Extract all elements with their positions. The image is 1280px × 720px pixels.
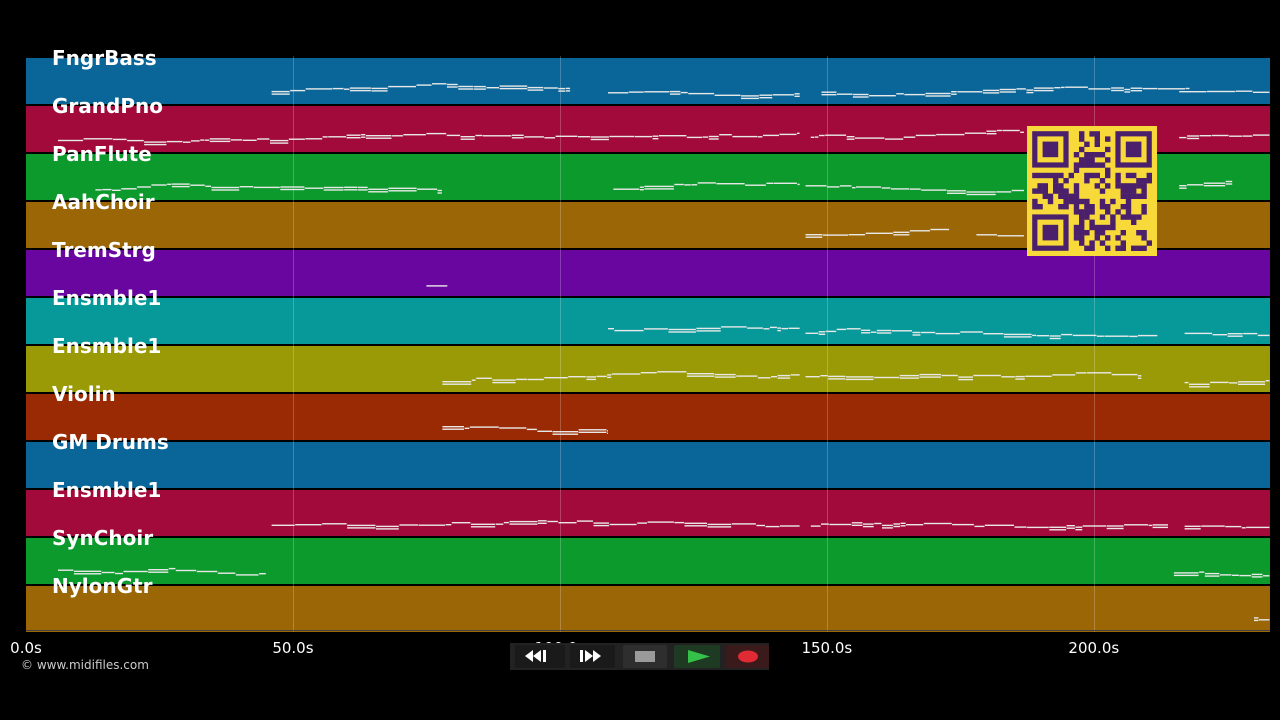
track-label: Ensmble1 xyxy=(52,286,162,310)
gridline xyxy=(826,56,828,632)
track-lane[interactable]: GM Drums xyxy=(26,430,1270,488)
track-lane[interactable]: SynChoir xyxy=(26,526,1270,584)
rewind-button[interactable] xyxy=(515,645,565,668)
track-lane[interactable]: FngrBass xyxy=(26,46,1270,104)
time-tick-label: 0.0s xyxy=(10,639,42,657)
stop-button[interactable] xyxy=(623,645,667,668)
track-lane[interactable]: Ensmble1 xyxy=(26,286,1270,344)
play-icon xyxy=(688,650,710,663)
fast-forward-icon xyxy=(580,650,601,662)
track-label: Ensmble1 xyxy=(52,334,162,358)
gridline xyxy=(1093,56,1095,632)
time-tick-label: 200.0s xyxy=(1068,639,1120,657)
track-label: FngrBass xyxy=(52,46,157,70)
play-button[interactable] xyxy=(674,645,720,668)
qr-code xyxy=(1027,126,1157,256)
time-tick-label: 50.0s xyxy=(272,639,314,657)
track-label: GM Drums xyxy=(52,430,169,454)
track-lane[interactable]: Ensmble1 xyxy=(26,334,1270,392)
track-label: SynChoir xyxy=(52,526,154,550)
qr-code-image xyxy=(1032,131,1152,251)
rewind-icon xyxy=(525,650,546,662)
transport-controls xyxy=(510,643,769,670)
timeline-axis xyxy=(26,630,1270,631)
track-lane[interactable]: Ensmble1 xyxy=(26,478,1270,536)
track-lane[interactable]: Violin xyxy=(26,382,1270,440)
track-label: GrandPno xyxy=(52,94,163,118)
fast-forward-button[interactable] xyxy=(570,645,615,668)
gridline xyxy=(559,56,561,632)
record-button[interactable] xyxy=(726,645,769,668)
gridline xyxy=(292,56,294,632)
copyright-notice: © www.midifiles.com xyxy=(21,658,149,672)
track-lane[interactable]: TremStrg xyxy=(26,238,1270,296)
time-tick-label: 150.0s xyxy=(801,639,853,657)
track-lane[interactable]: NylonGtr xyxy=(26,574,1270,632)
track-label: PanFlute xyxy=(52,142,152,166)
track-label: NylonGtr xyxy=(52,574,153,598)
track-label: Ensmble1 xyxy=(52,478,162,502)
track-label: TremStrg xyxy=(52,238,156,262)
track-label: AahChoir xyxy=(52,190,155,214)
track-label: Violin xyxy=(52,382,116,406)
stop-icon xyxy=(635,651,655,662)
record-icon xyxy=(738,650,758,663)
